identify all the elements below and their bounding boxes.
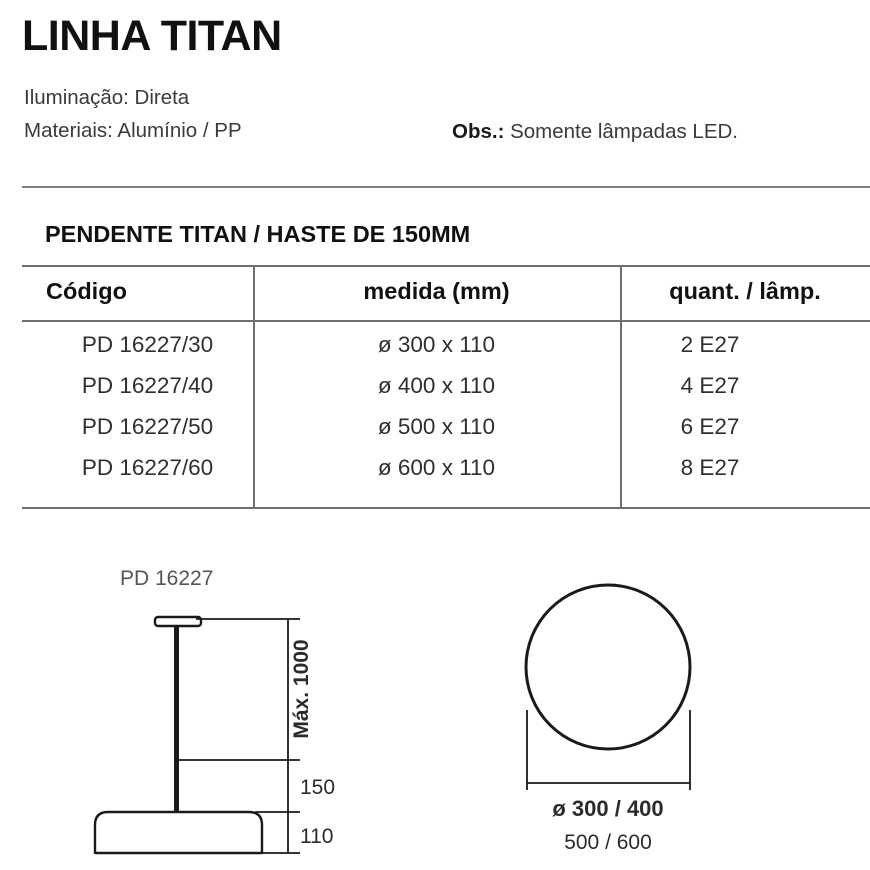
technical-drawings: PD 16227 Máx. 1000 150 110: [0, 509, 870, 870]
cell-medida: ø 600 x 110: [377, 455, 496, 480]
cell-medida: ø 400 x 110: [377, 373, 496, 398]
cell-medida: ø 300 x 110: [377, 332, 496, 357]
dimension-altura: 110: [300, 825, 333, 848]
dimension-max-height: Máx. 1000: [290, 639, 313, 738]
plan-drawing: ø 300 / 400 500 / 600: [524, 583, 692, 854]
observation-note: Obs.: Somente lâmpadas LED.: [452, 120, 738, 144]
diameter-label-line2: 500 / 600: [564, 831, 652, 854]
cell-codigo: PD 16227/30: [81, 332, 214, 357]
fixture-circle-outline: [524, 583, 692, 751]
luminaire-body: [93, 810, 264, 855]
cell-quant: 4 E27: [680, 373, 740, 398]
dimension-haste: 150: [300, 776, 335, 799]
table-top-border: [22, 265, 870, 267]
illumination-text: Iluminação: Direta: [24, 86, 190, 109]
ceiling-canopy: [153, 615, 203, 628]
table-header-medida: medida (mm): [363, 278, 510, 304]
table-row: PD 16227/30 ø 300 x 110 2 E27: [22, 332, 870, 373]
observation-label: Obs.:: [452, 120, 505, 143]
cell-quant: 2 E27: [680, 332, 740, 357]
observation-text: Somente lâmpadas LED.: [504, 120, 739, 143]
materials-text: Materiais: Alumínio / PP: [24, 119, 242, 142]
table-row: PD 16227/50 ø 500 x 110 6 E27: [22, 414, 870, 455]
cell-quant: 8 E27: [680, 455, 740, 480]
table-row: PD 16227/40 ø 400 x 110 4 E27: [22, 373, 870, 414]
table-header-codigo: Código: [46, 278, 127, 304]
cell-medida: ø 500 x 110: [377, 414, 496, 439]
specification-table: Código medida (mm) quant. / lâmp. PD 162…: [22, 265, 870, 509]
cell-codigo: PD 16227/40: [81, 373, 214, 398]
table-column-divider-1: [253, 265, 255, 509]
cell-codigo: PD 16227/50: [81, 414, 214, 439]
suspension-rod: [174, 626, 179, 812]
elevation-code-label: PD 16227: [120, 567, 213, 590]
table-header-quant: quant. / lâmp.: [669, 278, 821, 304]
page-title: LINHA TITAN: [22, 12, 282, 60]
table-column-divider-2: [620, 265, 622, 509]
cell-quant: 6 E27: [680, 414, 740, 439]
table-bottom-border: [22, 507, 870, 509]
table-header-divider: [22, 320, 870, 322]
header-divider: [22, 186, 870, 188]
cell-codigo: PD 16227/60: [81, 455, 214, 480]
table-row: PD 16227/60 ø 600 x 110 8 E27: [22, 455, 870, 496]
diameter-label-line1: ø 300 / 400: [552, 796, 663, 821]
elevation-drawing: PD 16227 Máx. 1000 150 110: [93, 567, 335, 855]
section-title: PENDENTE TITAN / HASTE DE 150MM: [45, 221, 471, 247]
